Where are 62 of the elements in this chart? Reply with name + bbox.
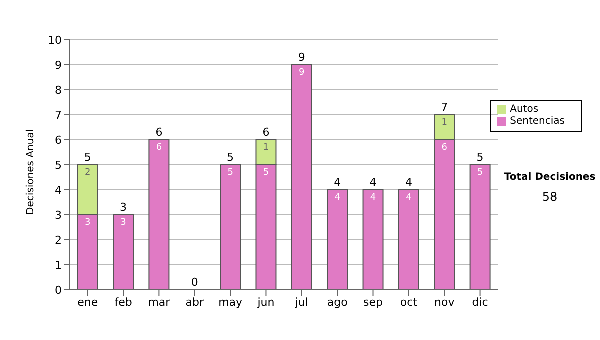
bar	[470, 164, 491, 290]
bar	[113, 214, 134, 290]
data-label: 5	[228, 168, 234, 178]
data-label: 3	[120, 218, 126, 228]
y-tick-label: 0	[55, 284, 62, 297]
x-tick-label: ene	[78, 296, 98, 309]
x-tick-label: sep	[364, 296, 384, 309]
bar	[327, 190, 348, 290]
total-label: 4	[405, 176, 412, 189]
y-tick-label: 7	[55, 108, 62, 122]
data-label: 2	[84, 168, 91, 178]
data-label: 1	[442, 118, 448, 128]
x-tick-label: nov	[434, 296, 456, 309]
y-tick-label: 2	[55, 234, 62, 247]
total-label: 5	[476, 151, 484, 164]
x-tick-label: feb	[114, 296, 132, 309]
x-tick-label: jun	[256, 296, 275, 309]
data-label: 6	[156, 143, 162, 153]
x-tick-label: dic	[472, 296, 488, 309]
x-tick-label: may	[218, 296, 244, 309]
total-label: 6	[156, 126, 163, 139]
y-tick-label: 3	[55, 208, 62, 222]
data-label: 5	[263, 168, 270, 178]
y-tick-label: 9	[55, 58, 62, 72]
y-tick-label: 10	[48, 34, 62, 47]
y-axis-title: Decisiones Anual	[26, 129, 37, 215]
x-tick-label: ago	[327, 296, 348, 309]
y-tick-label: 8	[55, 84, 62, 97]
x-tick-label: oct	[400, 296, 418, 309]
y-tick-label: 1	[55, 258, 62, 272]
x-tick-label: mar	[148, 296, 171, 309]
x-tick-label: abr	[186, 296, 204, 309]
data-label: 4	[406, 193, 412, 203]
text: 58	[541, 190, 559, 204]
text: Total Decisiones	[503, 172, 597, 183]
total-label: 4	[370, 176, 377, 189]
bar	[148, 140, 170, 290]
data-label: 5	[477, 168, 484, 178]
bar	[362, 190, 384, 290]
total-label: 4	[334, 176, 342, 189]
y-tick-label: 4	[55, 184, 62, 197]
total-label: 5	[227, 151, 234, 164]
bar	[398, 190, 420, 290]
data-label: 6	[442, 143, 448, 153]
data-label: 3	[84, 218, 91, 228]
bar	[220, 164, 242, 290]
total-label: 6	[262, 126, 270, 139]
legend-label: Autos	[510, 104, 539, 115]
y-tick-label: 5	[55, 158, 62, 172]
x-tick-label: jul	[294, 296, 308, 309]
data-label: 1	[263, 143, 270, 153]
y-tick-label: 6	[55, 134, 62, 147]
data-label: 9	[299, 68, 306, 78]
total-label: 9	[298, 51, 306, 64]
total-label: 3	[120, 201, 128, 214]
total-label: 0	[191, 276, 198, 289]
data-label: 4	[370, 193, 376, 203]
total-label: 7	[441, 101, 448, 114]
total-label: 5	[84, 151, 92, 164]
bar	[291, 64, 312, 290]
data-label: 4	[334, 193, 341, 203]
legend-label: Sentencias	[510, 116, 565, 127]
